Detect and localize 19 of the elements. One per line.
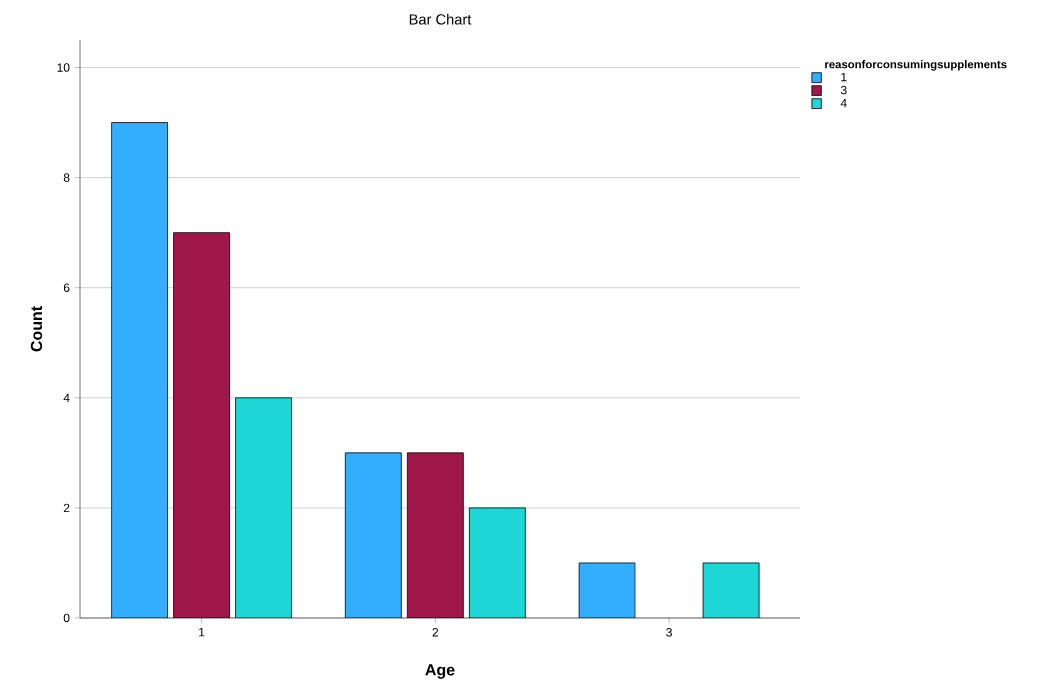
legend-label: 3 [840, 85, 847, 95]
y-tick-label: 8 [63, 173, 70, 182]
y-tick-label: 6 [63, 283, 70, 292]
y-tick-label: 4 [63, 393, 70, 402]
y-tick-label: 0 [63, 613, 70, 623]
x-axis-title: Age [425, 664, 455, 679]
y-tick-label: 2 [63, 503, 70, 513]
x-tick-label: 3 [666, 628, 672, 637]
bar [235, 397, 292, 618]
x-tick-label: 2 [432, 628, 439, 637]
legend-label: 4 [840, 98, 847, 108]
chart-title: Bar Chart [409, 13, 472, 25]
y-axis-title: Count [30, 306, 43, 352]
bar [702, 562, 760, 618]
legend-label: 1 [841, 72, 847, 82]
legend-title: reasonforconsumingsupplements [825, 60, 1007, 71]
bar [468, 507, 526, 618]
y-tick-label: 10 [57, 63, 70, 72]
x-tick-label: 1 [199, 628, 205, 637]
